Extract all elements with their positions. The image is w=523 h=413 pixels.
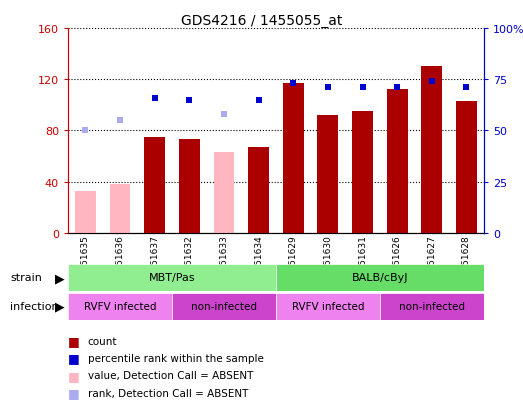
Bar: [456, 102, 477, 233]
Text: percentile rank within the sample: percentile rank within the sample: [88, 353, 264, 363]
Text: BALB/cByJ: BALB/cByJ: [351, 273, 408, 283]
Text: GDS4216 / 1455055_at: GDS4216 / 1455055_at: [181, 14, 342, 28]
Bar: [75, 191, 96, 233]
Bar: [248, 148, 269, 233]
Text: ■: ■: [68, 351, 79, 365]
Bar: [283, 84, 303, 233]
Text: count: count: [88, 336, 117, 346]
Text: RVFV infected: RVFV infected: [84, 301, 156, 312]
Bar: [68, 264, 276, 291]
Text: infection: infection: [10, 301, 59, 312]
Bar: [422, 67, 442, 233]
Text: value, Detection Call = ABSENT: value, Detection Call = ABSENT: [88, 370, 253, 380]
Bar: [68, 293, 172, 320]
Text: ■: ■: [68, 386, 79, 399]
Bar: [352, 112, 373, 233]
Text: ■: ■: [68, 334, 79, 347]
Text: non-infected: non-infected: [191, 301, 257, 312]
Bar: [179, 140, 200, 233]
Text: ▶: ▶: [55, 271, 65, 284]
Bar: [276, 264, 484, 291]
Bar: [387, 90, 407, 233]
Text: non-infected: non-infected: [399, 301, 465, 312]
Text: rank, Detection Call = ABSENT: rank, Detection Call = ABSENT: [88, 388, 248, 398]
Text: MBT/Pas: MBT/Pas: [149, 273, 195, 283]
Text: ▶: ▶: [55, 300, 65, 313]
Text: RVFV infected: RVFV infected: [292, 301, 364, 312]
Bar: [317, 116, 338, 233]
Bar: [213, 153, 234, 233]
Text: ■: ■: [68, 369, 79, 382]
Bar: [276, 293, 380, 320]
Text: strain: strain: [10, 273, 42, 283]
Bar: [144, 138, 165, 233]
Bar: [172, 293, 276, 320]
Bar: [110, 185, 130, 233]
Bar: [380, 293, 484, 320]
